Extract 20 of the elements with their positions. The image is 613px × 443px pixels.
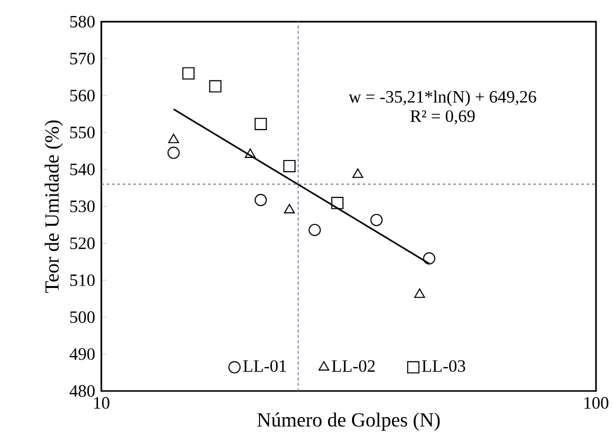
legend-label: LL-02 — [332, 360, 375, 372]
annotation: w = -35,21*ln(N) + 649,26 — [348, 90, 536, 106]
x-tick-label: 10 — [94, 397, 110, 409]
x-tick-label: 100 — [584, 397, 608, 409]
x-axis-title: Número de Golpes (N) — [257, 412, 440, 431]
y-tick-label: 480 — [70, 385, 95, 397]
y-axis-title: Teor de Umidade (%) — [44, 120, 63, 293]
y-tick-label: 500 — [70, 311, 95, 323]
y-tick-label: 540 — [70, 164, 95, 176]
y-tick-label: 570 — [70, 52, 95, 64]
y-tick-label: 560 — [70, 90, 95, 102]
y-tick-label: 580 — [70, 16, 95, 28]
y-tick-label: 520 — [70, 237, 95, 250]
annotation: R² = 0,69 — [410, 110, 475, 125]
y-tick-label: 490 — [70, 348, 95, 360]
y-tick-label: 510 — [70, 274, 95, 286]
legend-label: LL-03 — [422, 360, 466, 372]
y-tick-label: 550 — [70, 126, 95, 138]
y-tick-label: 530 — [70, 200, 95, 212]
legend-label: LL-01 — [243, 360, 286, 372]
